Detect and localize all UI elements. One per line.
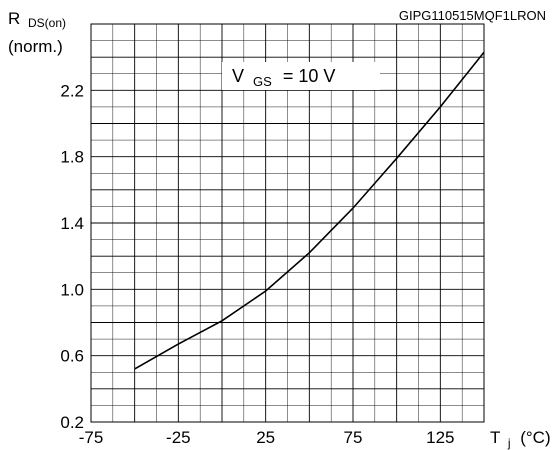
x-axis-label: T j (°C) — [490, 428, 551, 450]
x-axis-label-main: T — [490, 428, 500, 447]
x-axis-label-unit: (°C) — [520, 428, 550, 447]
x-tick-label: -25 — [166, 428, 191, 447]
series-line — [134, 51, 485, 370]
annotation-vgs: V GS = 10 V — [232, 66, 335, 90]
y-tick-label: 0.2 — [60, 413, 84, 432]
x-tick-label: 25 — [256, 428, 275, 447]
y-axis-label: R DS(on) — [8, 9, 66, 30]
y-axis-label-main: R — [8, 9, 20, 28]
y-axis-label-sub: DS(on) — [28, 16, 66, 30]
x-tick-label: 75 — [344, 428, 363, 447]
tick-labels: -75 -25 25 75 125 0.2 0.6 1.0 1.4 1.8 2.2 — [60, 81, 454, 447]
y-axis-unit: (norm.) — [8, 37, 63, 56]
figure-code: GIPG110515MQF1LRON — [399, 8, 546, 23]
x-tick-label: 125 — [426, 428, 454, 447]
annotation-main: V — [232, 66, 244, 86]
y-tick-label: 2.2 — [60, 81, 84, 100]
annotation-rest: = 10 V — [283, 66, 336, 86]
y-tick-label: 1.0 — [60, 280, 84, 299]
x-tick-label: -75 — [79, 428, 104, 447]
y-tick-label: 1.8 — [60, 148, 84, 167]
annotation-background — [222, 62, 380, 90]
plot-frame — [90, 23, 485, 423]
y-tick-label: 0.6 — [60, 347, 84, 366]
annotation-sub: GS — [253, 74, 272, 89]
y-tick-label: 1.4 — [60, 214, 84, 233]
x-axis-label-sub: j — [507, 436, 511, 450]
grid — [90, 23, 485, 423]
